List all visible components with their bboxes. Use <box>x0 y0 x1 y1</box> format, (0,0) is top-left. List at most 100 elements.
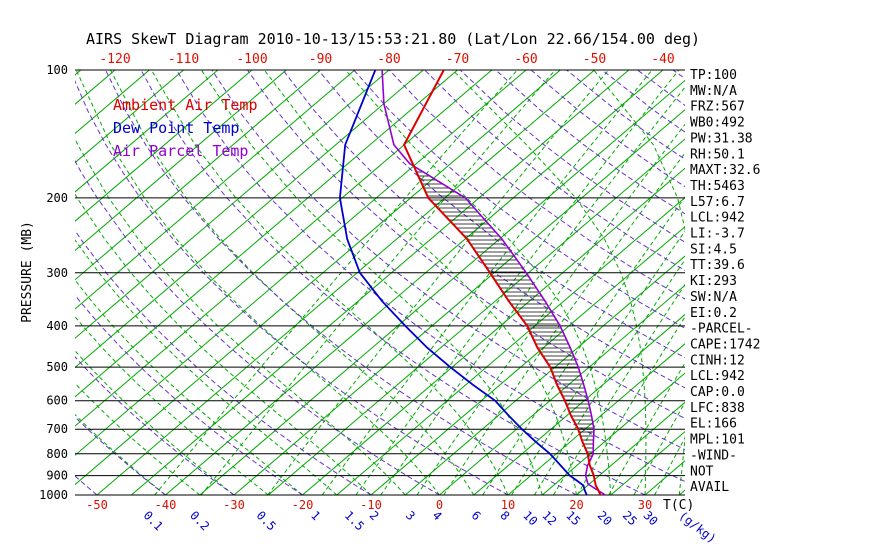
isotherm-line <box>165 70 664 495</box>
moist-adiabat-line <box>75 70 440 495</box>
pressure-tick-label: 800 <box>46 447 68 461</box>
isotherm-line <box>130 70 630 495</box>
moist-adiabat-line <box>150 70 509 495</box>
pressure-tick-label: 1000 <box>39 488 68 502</box>
mixing-ratio-label: 20 <box>595 508 615 528</box>
mixing-ratio-label: 1.5 <box>342 508 367 533</box>
top-temp-label: -110 <box>168 52 199 67</box>
dry-adiabat-line <box>105 70 577 495</box>
bottom-temp-label: 10 <box>501 498 515 512</box>
isotherm-line <box>302 167 685 495</box>
top-temp-label: -50 <box>583 52 606 67</box>
isotherm-line <box>75 70 424 369</box>
isotherm-line <box>199 79 685 495</box>
bottom-temp-label: 30 <box>638 498 652 512</box>
moist-adiabat-line <box>110 70 475 495</box>
isotherm-line <box>267 138 685 495</box>
mixing-ratio-line <box>576 316 685 495</box>
stat-line: SW:N/A <box>690 290 737 305</box>
legend: Ambient Air Temp Dew Point Temp Air Parc… <box>113 96 258 160</box>
isotherm-line <box>75 70 356 310</box>
moist-adiabat-line <box>345 70 612 495</box>
top-temp-labels: -120 -110 -100 -90 -80 -70 -60 -50 -40 <box>99 52 674 67</box>
isotherm-line <box>75 70 219 193</box>
mixing-ratio-label: 8 <box>497 508 512 523</box>
mixing-ratio-label: 6 <box>469 508 484 523</box>
moist-adiabat-line <box>452 70 647 495</box>
stat-line: AVAIL <box>690 480 729 495</box>
bottom-temp-label: -20 <box>292 498 314 512</box>
isotherm-line <box>75 70 390 339</box>
dry-adiabat-line <box>637 70 685 107</box>
stat-line: MW:N/A <box>690 84 737 99</box>
bottom-temp-label: 20 <box>569 498 583 512</box>
pressure-tick-label: 200 <box>46 191 68 205</box>
isotherm-line <box>644 460 685 495</box>
stat-line: CAPE:1742 <box>690 337 760 352</box>
mixing-ratio-label: 4 <box>430 508 445 523</box>
mixing-ratio-line <box>654 436 685 495</box>
isotherm-line <box>75 70 493 427</box>
moist-adiabat-line <box>75 279 303 495</box>
dry-adiabat-line <box>530 70 685 188</box>
mixing-ratio-line <box>416 123 685 495</box>
top-temp-label: -40 <box>651 52 674 67</box>
moist-adiabat-line <box>75 192 372 495</box>
bottom-temp-label: 0 <box>436 498 443 512</box>
top-temp-label: -70 <box>446 52 469 67</box>
isotherm-line <box>370 226 685 495</box>
dry-adiabat-line <box>424 70 685 272</box>
top-temp-label: -90 <box>309 52 332 67</box>
isotherm-line <box>336 196 685 495</box>
stat-line: MAXT:32.6 <box>690 163 760 178</box>
moist-adiabat-line <box>75 315 269 495</box>
pressure-tick-label: 400 <box>46 319 68 333</box>
moist-adiabat-line <box>748 70 846 495</box>
stat-line: TH:5463 <box>690 179 745 194</box>
moist-adiabat-line <box>75 239 338 495</box>
stat-line: SI:4.5 <box>690 242 737 257</box>
pressure-lines <box>75 69 685 496</box>
dry-adiabat-line <box>75 356 235 495</box>
mixing-ratio-label: 0.1 <box>141 508 166 533</box>
mixing-ratio-label: 0.2 <box>187 508 212 533</box>
stat-line: TT:39.6 <box>690 258 745 273</box>
mixing-ratio-label: 12 <box>539 508 559 528</box>
mixing-ratio-label: 0.5 <box>254 508 279 533</box>
isotherm-line <box>75 70 527 456</box>
moist-adiabat-line <box>75 136 406 495</box>
stat-line: NOT <box>690 464 714 479</box>
bottom-temp-label: -50 <box>86 498 108 512</box>
moist-adiabat-line <box>200 70 543 495</box>
bottom-temp-label: -30 <box>223 498 245 512</box>
temp-unit-label: T(C) <box>663 498 694 513</box>
top-temp-label: -120 <box>99 52 130 67</box>
moist-adiabat-line <box>263 70 577 495</box>
dry-adiabat-line <box>211 70 685 451</box>
stat-line: PW:31.38 <box>690 131 753 146</box>
isotherm-line <box>541 372 685 495</box>
isotherm-line <box>96 70 595 495</box>
moist-adiabat-line <box>782 70 870 495</box>
mixing-ratio-line <box>633 401 685 495</box>
mixing-ratio-label: 3 <box>403 508 418 523</box>
mixing-ratio-line <box>511 230 685 495</box>
moist-adiabat-line <box>851 70 870 495</box>
isotherm-line <box>75 70 253 222</box>
bottom-temp-label: -40 <box>155 498 177 512</box>
stat-line: MPL:101 <box>690 433 745 448</box>
mixing-ratio-line <box>200 70 556 495</box>
mixing-ratio-unit-label: (g/kg) <box>676 508 719 546</box>
stat-line: -WIND- <box>690 448 737 463</box>
moist-adiabat-line <box>593 70 685 495</box>
dry-adiabat-line <box>75 294 303 495</box>
stat-line: -PARCEL- <box>690 322 753 337</box>
isotherm-line <box>75 70 321 281</box>
chart-title: AIRS SkewT Diagram 2010-10-13/15:53:21.8… <box>86 30 700 48</box>
pressure-tick-label: 900 <box>46 469 68 483</box>
pressure-tick-labels: 100 200 300 400 500 600 700 800 900 1000 <box>39 63 68 502</box>
pressure-tick-label: 300 <box>46 266 68 280</box>
